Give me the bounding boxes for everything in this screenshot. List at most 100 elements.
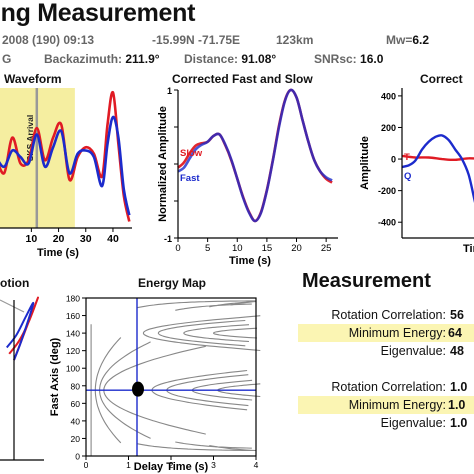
measurement-row: Eigenvalue: 48 [300,342,474,360]
qt-series-0 [401,154,474,162]
dist-value: 91.08° [241,52,277,66]
qt-y-tick-label: 400 [381,91,396,101]
particle-motion-title: otion [0,276,30,290]
corrected-x-tick-label: 25 [321,243,332,254]
measurement-title: Measurement [302,270,431,292]
corrected-y-tick-label: 1 [167,86,172,96]
energy-contour-top [175,303,252,311]
energy-contour [142,315,261,352]
measurement-value: 1.0 [448,398,466,412]
corrected-title: Corrected Fast and Slow [172,72,313,86]
snr-label: SNRsc: [314,52,357,66]
distance: Distance: 91.08° [184,52,276,66]
station-prefix: G [2,52,12,66]
snr-value: 16.0 [360,52,384,66]
energy-contour-bottom [136,443,257,452]
energy-y-tick-label: 180 [66,294,80,304]
corrected-qt-title: Correct [420,72,463,86]
measurement-label: Eigenvalue: [380,416,446,430]
energy-y-tick-label: 60 [71,399,81,409]
corrected-y-tick-label: -1 [164,234,172,244]
legend-slow: Slow [180,148,203,159]
corrected-series-1 [177,88,333,223]
energy-contour [157,319,246,347]
waveform-x-tick-label: 20 [53,233,65,245]
measurement-row: Minimum Energy: 1.0 [298,396,474,414]
qt-y-label: Amplitude [359,136,371,190]
qt-chart: 400 200 0 -200 -400 Amplitude TQ Tim [359,88,474,255]
measurement-label: Eigenvalue: [380,344,446,358]
energy-y-tick-label: 100 [66,364,80,374]
energy-contour-bottom [175,441,252,449]
energy-contour-top [230,300,257,306]
event-magnitude: Mw=6.2 [386,33,429,47]
corrected-chart: 1 -10 5 10 15 20 25 Time (s) Normalized Amplitud… [157,86,338,267]
waveform-chart: SKS Arrival 10 20 30 40 Time (s) [0,88,132,259]
corrected-x-tick-label: 5 [205,243,210,254]
measurement-value: 48 [450,344,464,358]
sks-arrival-label: SKS Arrival [25,115,35,161]
measurement-label: Minimum Energy: [348,398,446,412]
qt-y-tick-label: 0 [391,155,396,165]
energy-x-tick-label: 2 [169,460,174,470]
measurement-value: 1.0 [450,416,468,430]
waveform-x-label: Time (s) [37,247,79,259]
measurement-value: 56 [450,308,464,322]
waveform-x-tick-label: 40 [107,233,119,245]
event-coords: -15.99N -71.75E [152,33,241,47]
energy-y-tick-label: 120 [66,346,80,356]
mw-value: 6.2 [412,33,430,47]
energy-x-tick-label: 0 [84,460,89,470]
qt-y-tick-label: -200 [378,186,396,196]
particle-series-1 [6,301,35,361]
energy-y-tick-label: 0 [75,452,80,462]
measurement-row: Eigenvalue: 1.0 [300,414,474,432]
mw-label: Mw= [386,33,413,47]
backazimuth: Backazimuth: 211.9° [44,52,160,66]
energy-contour-bottom [209,444,252,451]
waveform-series-1 [0,115,131,216]
measurement-label: Rotation Correlation: [331,308,446,322]
waveform-series-0 [0,91,131,222]
measurement-label: Rotation Correlation: [331,380,446,394]
qt-series-1 [401,134,474,204]
legend-fast: Fast [180,173,200,184]
page-title: ing Measurement [0,0,196,27]
measurement-label: Minimum Energy: [348,326,446,340]
measurement-row: Rotation Correlation: 56 [300,306,474,324]
energy-y-tick-label: 140 [66,329,80,339]
particle-motion-chart [0,296,44,461]
waveform-x-tick-label: 10 [26,233,38,245]
energy-x-tick-label: 3 [211,460,216,470]
baz-value: 211.9° [125,52,160,66]
energy-y-label: Fast Axis (deg) [49,337,61,416]
waveform-title: Waveform [4,72,62,86]
qt-y-tick-label: 200 [381,123,396,133]
energy-y-tick-label: 20 [71,434,81,444]
measurement-value: 64 [448,326,462,340]
best-solution-marker [132,381,144,397]
waveform-x-tick-label: 30 [80,233,92,245]
energy-contour-top [136,300,256,309]
corrected-y-label: Normalized Amplitude [157,106,169,222]
event-date: 2008 (190) 09:13 [2,33,95,47]
dist-label: Distance: [184,52,239,66]
corrected-x-tick-label: 0 [175,243,180,254]
corrected-x-tick-label: 20 [291,243,302,254]
qt-y-tick-label: -400 [378,218,396,228]
energy-map-chart: 0 20 40 60 80 100 120 140 160 180 0 1 2 3 4 Delay Time … [49,294,261,473]
baz-label: Backazimuth: [44,52,123,66]
measurement-row: Minimum Energy: 64 [298,324,474,342]
particle-guide-line [0,299,25,313]
energy-map-title: Energy Map [138,276,207,290]
energy-x-tick-label: 4 [254,460,259,470]
energy-contour [212,327,258,339]
energy-y-tick-label: 160 [66,311,80,321]
energy-y-tick-label: 80 [71,381,81,391]
corrected-x-tick-label: 15 [262,243,273,254]
measurement-row: Rotation Correlation: 1.0 [300,378,474,396]
event-depth: 123km [276,33,314,47]
qt-x-label: Tim [463,243,474,255]
energy-x-tick-label: 1 [126,460,131,470]
